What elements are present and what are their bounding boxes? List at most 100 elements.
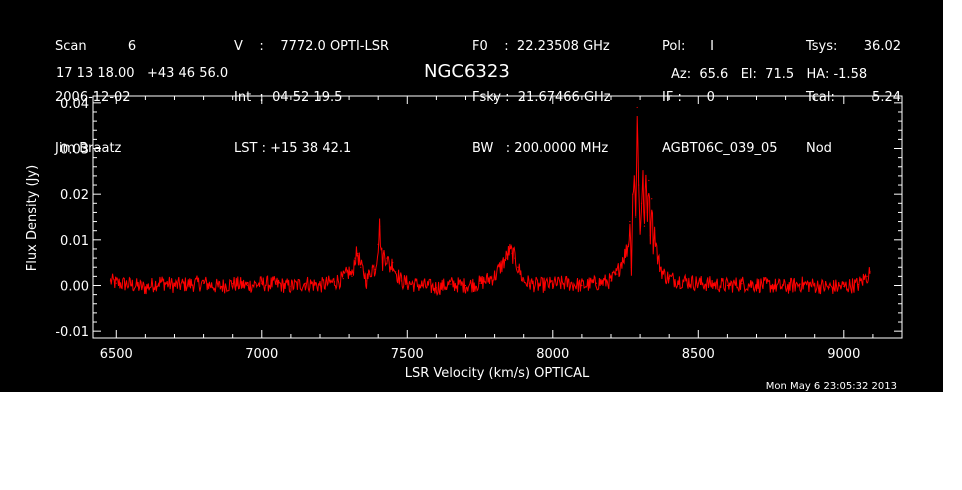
spectrum-point bbox=[624, 252, 627, 255]
y-axis-minor-ticks bbox=[93, 111, 902, 323]
spectrum-point bbox=[115, 282, 117, 284]
timestamp: Mon May 6 23:05:32 2013 bbox=[766, 381, 897, 392]
spectrum-point bbox=[379, 225, 381, 227]
y-tick-label: 0.03 bbox=[60, 143, 89, 158]
spectrum-point bbox=[632, 193, 634, 195]
x-tick-label: 7000 bbox=[245, 347, 278, 362]
spectrum-point bbox=[389, 266, 391, 268]
spectrum-point bbox=[392, 262, 394, 264]
spectrum-point bbox=[630, 266, 632, 268]
header-text: Nod bbox=[806, 141, 832, 156]
y-tick-label: 0.00 bbox=[60, 279, 89, 294]
spectrum-point bbox=[828, 286, 830, 288]
spectrum-point bbox=[144, 287, 146, 289]
y-tick-label: 0.01 bbox=[60, 234, 89, 249]
spectrum-point bbox=[261, 283, 263, 285]
spectrum-point bbox=[383, 252, 385, 255]
spectrum-point bbox=[668, 278, 670, 280]
x-tick-label: 8500 bbox=[682, 347, 715, 362]
x-tick-label: 7500 bbox=[391, 347, 424, 362]
header-velocity-info: V : 7772.0 OPTI-LSR Int : 04 52 19.5 LST… bbox=[234, 4, 389, 191]
spectrum-point bbox=[629, 220, 631, 223]
spectrum-point bbox=[363, 271, 365, 273]
spectrum-point bbox=[275, 283, 277, 285]
spectrum-point bbox=[654, 230, 656, 232]
spectrum-point bbox=[365, 280, 368, 282]
spectrum-point bbox=[360, 266, 362, 268]
spectrum-point bbox=[652, 243, 654, 245]
spectrum-point bbox=[290, 285, 292, 288]
spectrum-point bbox=[857, 283, 859, 286]
spectrum-point bbox=[627, 243, 630, 245]
spectrum-point bbox=[646, 211, 648, 214]
header-text: Pol: I bbox=[662, 39, 714, 54]
spectrum-point bbox=[304, 282, 307, 284]
spectrum-line bbox=[110, 115, 871, 297]
header-text: Tcal: bbox=[806, 90, 835, 105]
spectrum-point bbox=[635, 216, 637, 218]
y-tick-label: 0.02 bbox=[60, 188, 89, 203]
spectrum-point bbox=[726, 284, 728, 287]
spectrum-point bbox=[381, 262, 384, 264]
header-text: V : 7772.0 OPTI-LSR bbox=[234, 39, 390, 54]
spectrum-point bbox=[814, 284, 816, 287]
spectrum-point bbox=[368, 273, 371, 275]
plot-panel: Scan 6 2006-12-02 Jim Braatz V : 7772.0 … bbox=[0, 0, 943, 392]
header-text: AGBT06C_039_05 bbox=[662, 141, 778, 156]
spectrum-point bbox=[552, 283, 554, 285]
header-text: IF : 0 bbox=[662, 90, 715, 105]
spectrum-point bbox=[869, 271, 871, 273]
header-text: Fsky : 21.67466 GHz bbox=[472, 90, 611, 105]
spectrum-point bbox=[371, 266, 373, 268]
spectrum-point bbox=[464, 284, 467, 287]
spectrum-point bbox=[400, 280, 403, 282]
spectrum-point bbox=[659, 266, 662, 268]
spectrum-point bbox=[866, 275, 868, 277]
spectrum-point bbox=[643, 225, 646, 227]
x-tick-label: 6500 bbox=[100, 347, 133, 362]
y-axis-label: Flux Density (Jy) bbox=[25, 165, 40, 271]
spectrum-point bbox=[784, 286, 787, 288]
spectrum-point bbox=[508, 250, 510, 252]
spectrum-point bbox=[351, 275, 353, 277]
x-axis-minor-ticks bbox=[144, 96, 903, 338]
source-name: NGC6323 bbox=[424, 61, 510, 82]
spectrum-point bbox=[380, 248, 382, 250]
spectrum-point bbox=[636, 106, 638, 109]
spectrum-point bbox=[406, 282, 408, 284]
spectrum-point bbox=[633, 175, 635, 177]
spectrum-point bbox=[188, 283, 190, 285]
spectrum-point bbox=[159, 281, 161, 283]
spectrum-point bbox=[354, 257, 356, 259]
spectrum-point bbox=[712, 283, 714, 285]
spectrum-point bbox=[130, 283, 132, 286]
spectrum-point bbox=[649, 234, 651, 236]
spectrum-point bbox=[517, 266, 519, 268]
spectrum-point bbox=[342, 278, 344, 280]
spectrum-point bbox=[640, 202, 643, 204]
source-coordinates: 17 13 18.00 +43 46 56.0 bbox=[56, 66, 229, 81]
spectrum-point bbox=[645, 175, 647, 177]
spectrum-point bbox=[479, 282, 481, 284]
x-axis-ticks: 6500 7000 7500 8000 8500 9000 bbox=[100, 96, 860, 362]
spectrum-point bbox=[656, 257, 659, 259]
header-text: 5.24 bbox=[872, 90, 901, 105]
spectrum-point bbox=[333, 281, 336, 283]
spectrum-point bbox=[697, 282, 699, 284]
header-pol-info: Pol: I IF : 0 AGBT06C_039_05 bbox=[662, 4, 778, 191]
spectrum-point bbox=[386, 257, 388, 259]
spectrum-point bbox=[638, 184, 640, 186]
spectrum-point bbox=[421, 284, 423, 287]
spectrum-point bbox=[377, 243, 379, 245]
header-text: BW : 200.0000 MHz bbox=[472, 141, 609, 156]
spectrum-point bbox=[505, 257, 507, 259]
spectrum-point bbox=[450, 283, 452, 285]
spectrum-point bbox=[202, 282, 205, 284]
spectrum-point bbox=[435, 287, 437, 289]
spectrum-point bbox=[610, 280, 612, 282]
x-axis-label: LSR Velocity (km/s) OPTICAL bbox=[405, 366, 590, 381]
header-text: Tsys: bbox=[806, 39, 838, 54]
spectrum-point bbox=[770, 284, 772, 287]
spectrum-point bbox=[348, 271, 350, 273]
header-frequency-info: F0 : 22.23508 GHz Fsky : 21.67466 GHz BW… bbox=[472, 4, 611, 191]
